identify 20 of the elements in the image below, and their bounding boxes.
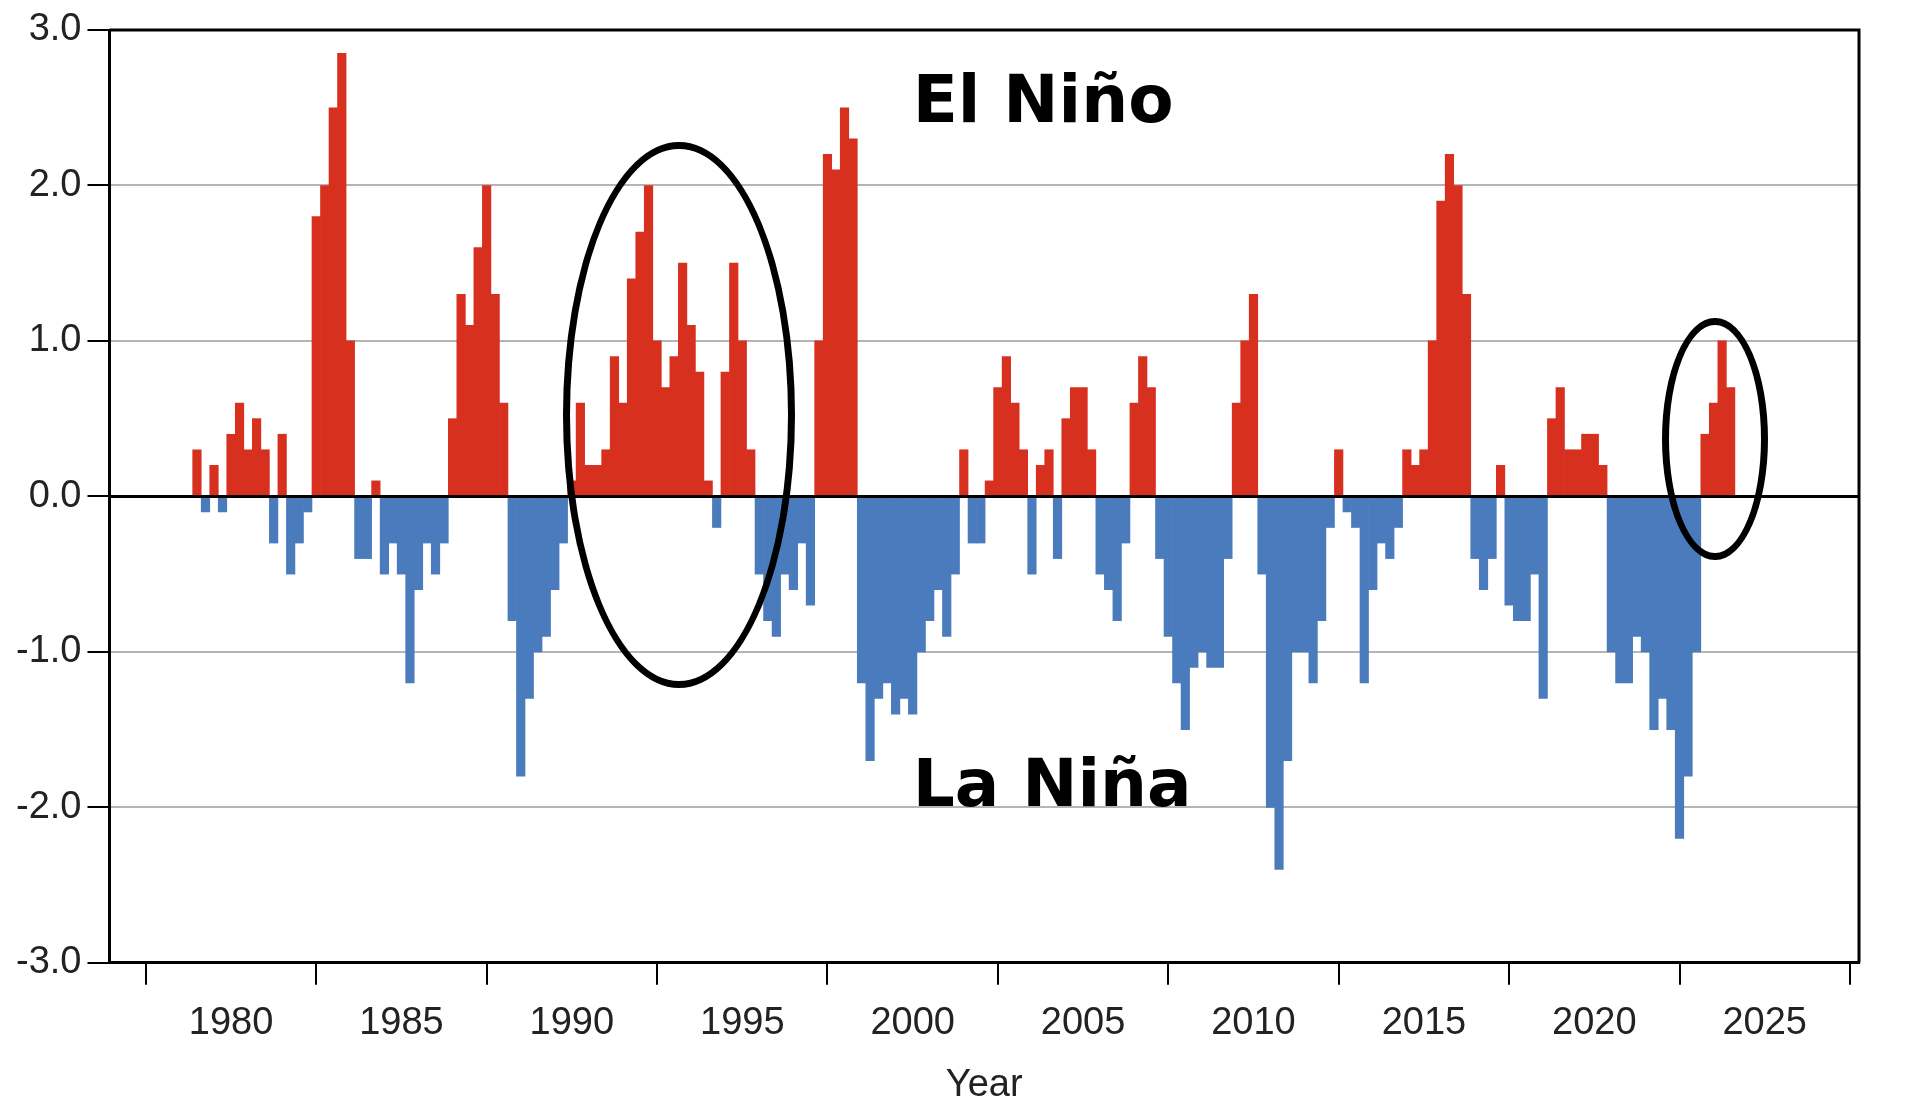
x-tick-label: 1980 (188, 1000, 274, 1043)
x-tick-label: 1990 (529, 1000, 615, 1043)
annotation: El Niño (912, 61, 1174, 139)
x-tick-label: 2005 (1040, 1000, 1126, 1043)
x-tick-label: 1985 (359, 1000, 444, 1043)
y-tick-label: 0.0 (28, 472, 82, 515)
x-tick-label: 2010 (1211, 1000, 1296, 1043)
x-tick-label: 2020 (1552, 1000, 1637, 1043)
y-tick-label: 3.0 (28, 6, 82, 49)
x-axis-title: Year (945, 1061, 1023, 1104)
x-tick-label: 2000 (870, 1000, 955, 1043)
annotation: La Niña (912, 745, 1192, 823)
y-tick-label: -1.0 (16, 628, 82, 671)
x-tick-label: 1995 (699, 1000, 785, 1043)
y-tick-label: 2.0 (28, 161, 82, 204)
y-tick-label: -3.0 (16, 939, 82, 982)
x-tick-label: 2015 (1381, 1000, 1467, 1043)
y-tick-label: 1.0 (28, 317, 82, 360)
x-tick-label: 2025 (1722, 1000, 1807, 1043)
y-tick-label: -2.0 (16, 783, 82, 826)
